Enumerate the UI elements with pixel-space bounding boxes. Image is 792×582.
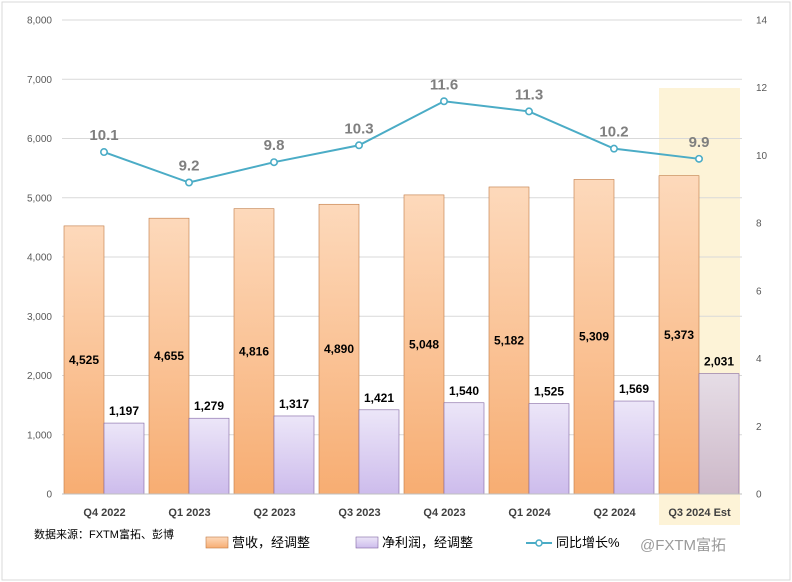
- bar-revenue: [658, 175, 700, 495]
- data-label-growth: 10.3: [344, 120, 373, 137]
- data-label-revenue: 5,373: [664, 328, 694, 342]
- growth-point: [185, 178, 194, 187]
- y-left-tick-label: 0: [46, 490, 52, 501]
- category-label: Q1 2023: [168, 507, 210, 519]
- data-label-growth: 10.1: [89, 127, 118, 144]
- growth-point: [269, 158, 278, 167]
- data-label-revenue: 4,890: [324, 342, 354, 356]
- bar-net-profit: [358, 409, 400, 495]
- data-label-revenue: 4,525: [69, 353, 99, 367]
- y-left-tick-label: 1,000: [27, 430, 52, 441]
- legend-label-net-profit: 净利润，经调整: [382, 535, 473, 550]
- y-right-tick-label: 0: [756, 490, 762, 501]
- category-label: Q3 2023: [338, 507, 380, 519]
- bar-net-profit: [103, 422, 145, 495]
- bar-revenue: [573, 179, 615, 495]
- category-label: Q4 2022: [83, 507, 125, 519]
- data-label-net-profit: 1,569: [619, 382, 649, 396]
- bar-net-profit: [188, 417, 230, 495]
- bar-net-profit: [273, 415, 315, 495]
- y-left-tick-label: 5,000: [27, 193, 52, 204]
- data-label-growth: 9.8: [264, 137, 285, 154]
- data-label-revenue: 5,182: [494, 333, 524, 347]
- legend-label-growth: 同比增长%: [556, 535, 620, 550]
- category-label: Q1 2024: [508, 507, 551, 519]
- data-label-net-profit: 1,317: [279, 397, 309, 411]
- category-label: Q4 2023: [423, 507, 465, 519]
- y-left-tick-label: 2,000: [27, 371, 52, 382]
- bar-net-profit: [613, 400, 655, 495]
- data-label-net-profit: 2,031: [704, 355, 734, 369]
- category-label: Q2 2023: [253, 507, 295, 519]
- y-right-tick-label: 12: [756, 83, 768, 94]
- legend-swatch-revenue: [205, 536, 229, 549]
- y-right-tick-label: 4: [756, 354, 762, 365]
- data-label-revenue: 5,309: [579, 330, 609, 344]
- legend-swatch-net-profit: [355, 536, 379, 549]
- data-label-growth: 11.6: [430, 76, 458, 93]
- data-label-net-profit: 1,525: [534, 385, 564, 399]
- legend-label-revenue: 营收，经调整: [232, 535, 310, 550]
- data-label-revenue: 4,655: [154, 349, 184, 363]
- source-note: 数据来源：FXTM富拓、彭博: [34, 527, 174, 541]
- y-right-tick-label: 2: [756, 422, 762, 433]
- data-label-revenue: 5,048: [409, 337, 439, 351]
- y-left-tick-label: 3,000: [27, 312, 52, 323]
- category-label: Q3 2024 Est: [668, 507, 731, 519]
- y-right-tick-label: 6: [756, 286, 762, 297]
- data-label-growth: 10.2: [599, 124, 628, 141]
- category-label: Q2 2024: [593, 507, 636, 519]
- data-label-revenue: 4,816: [239, 344, 269, 358]
- data-label-net-profit: 1,540: [449, 384, 479, 398]
- bar-revenue: [148, 217, 190, 495]
- y-right-tick-label: 14: [756, 16, 768, 27]
- y-right-tick-label: 8: [756, 219, 762, 230]
- bar-revenue: [318, 203, 360, 495]
- watermark: @FXTM富拓: [640, 536, 726, 554]
- growth-point: [694, 154, 703, 163]
- y-left-tick-label: 6,000: [27, 134, 52, 145]
- data-label-net-profit: 1,197: [109, 404, 139, 418]
- bar-net-profit: [443, 402, 485, 495]
- growth-point: [354, 141, 363, 150]
- data-label-growth: 11.3: [515, 86, 543, 103]
- growth-line: [103, 100, 700, 184]
- y-left-tick-label: 7,000: [27, 75, 52, 86]
- y-left-tick-label: 4,000: [27, 253, 52, 264]
- legend-swatch-growth-marker: [535, 539, 543, 547]
- bar-net-profit: [528, 403, 570, 495]
- bar-revenue: [488, 186, 530, 495]
- y-right-tick-label: 10: [756, 151, 768, 162]
- data-label-net-profit: 1,421: [364, 391, 394, 405]
- bar-revenue: [233, 208, 275, 495]
- growth-point: [524, 107, 533, 116]
- growth-point: [609, 144, 618, 153]
- bar-revenue: [63, 225, 105, 495]
- y-left-tick-label: 8,000: [27, 16, 52, 27]
- growth-point: [100, 148, 109, 157]
- bar-net-profit: [698, 373, 740, 495]
- growth-point: [439, 97, 448, 106]
- data-label-growth: 9.9: [689, 134, 710, 151]
- data-label-net-profit: 1,279: [194, 399, 224, 413]
- data-label-growth: 9.2: [179, 158, 200, 175]
